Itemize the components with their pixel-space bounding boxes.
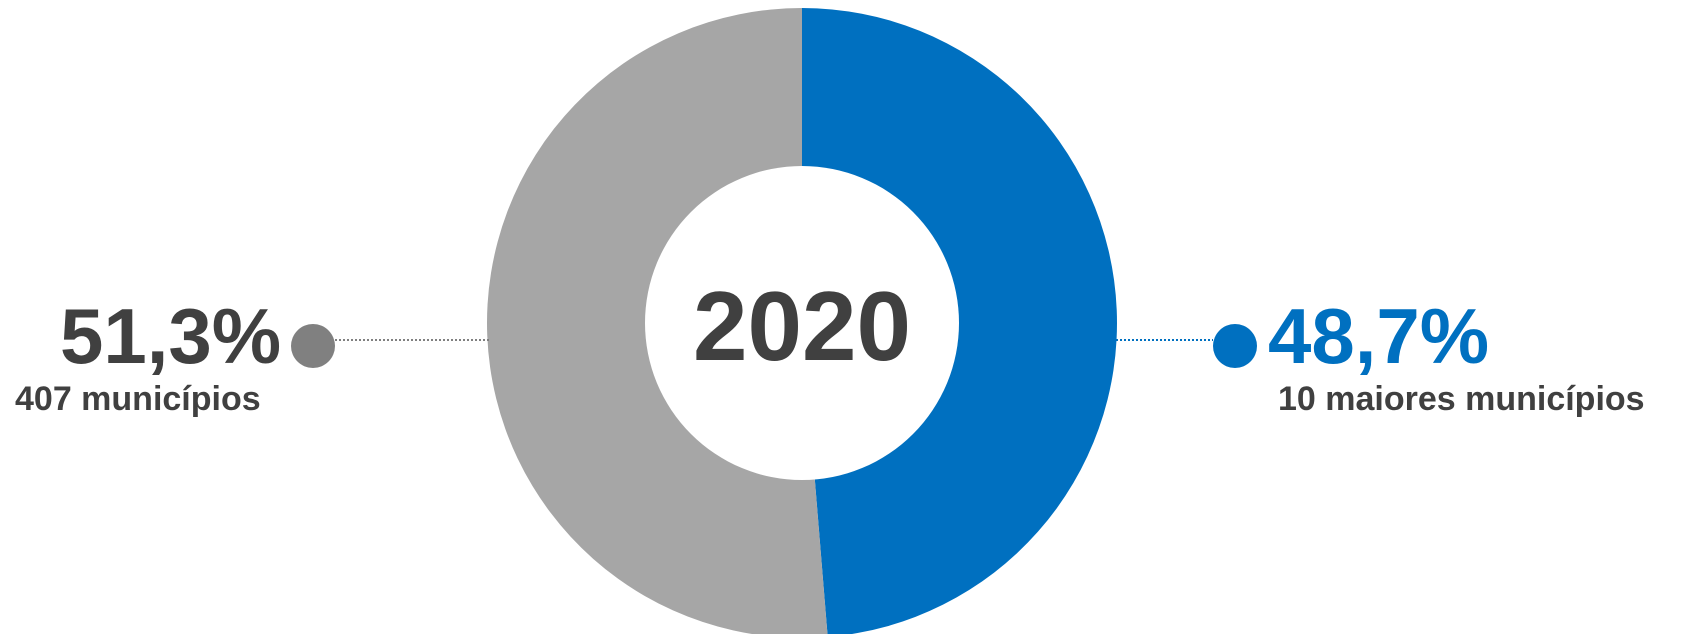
left-percentage-label: 51,3% [60, 292, 281, 380]
left-marker-dot [291, 324, 335, 368]
donut-hole [645, 166, 959, 480]
right-marker-dot [1213, 324, 1257, 368]
right-percentage-label: 48,7% [1268, 292, 1489, 380]
donut-slice-top-10 [802, 8, 1117, 634]
right-series-label: 10 maiores municípios [1278, 380, 1645, 418]
center-year-label: 2020 [693, 271, 911, 381]
left-series-label: 407 municípios [15, 380, 261, 418]
